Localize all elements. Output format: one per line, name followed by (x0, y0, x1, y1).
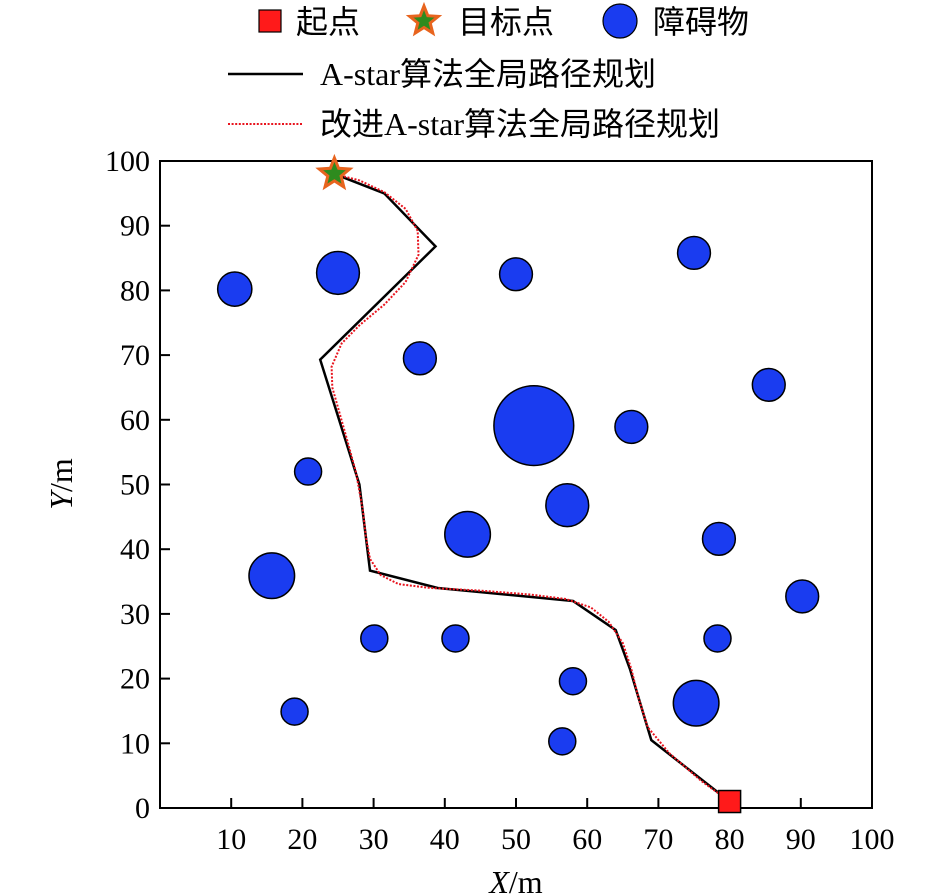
goal-marker (315, 153, 354, 191)
obstacle-circle (248, 552, 296, 600)
legend-obstacle-label: 障碍物 (653, 4, 749, 40)
x-tick-label: 80 (715, 823, 745, 856)
obstacle-circle (785, 579, 820, 614)
obstacle-circle (545, 483, 590, 528)
y-axis: 0 10 20 30 40 50 60 70 80 90 100 (105, 145, 170, 825)
y-tick-label: 0 (135, 792, 150, 825)
y-axis-title: Y/m (43, 458, 79, 510)
obstacle-circle (558, 666, 588, 696)
x-tick-label: 30 (359, 823, 389, 856)
paths-layer (318, 172, 731, 803)
obstacles-layer (216, 235, 820, 756)
y-tick-label: 20 (120, 663, 150, 696)
legend-goal-marker (405, 1, 443, 37)
y-tick-label: 30 (120, 598, 150, 631)
obstacle-circle (216, 271, 253, 307)
obstacle-circle (548, 727, 577, 756)
x-tick-label: 10 (216, 823, 246, 856)
y-tick-label: 90 (120, 210, 150, 243)
x-tick-label: 40 (430, 823, 460, 856)
obstacle-circle (614, 409, 649, 445)
x-tick-label: 90 (786, 823, 816, 856)
obstacle-circle (672, 679, 720, 727)
x-tick-label: 20 (287, 823, 317, 856)
y-tick-label: 60 (120, 404, 150, 437)
x-tick-label: 50 (501, 823, 531, 856)
start-marker (717, 789, 742, 814)
y-tick-label: 10 (120, 727, 150, 760)
obstacle-circle (315, 250, 361, 296)
y-tick-label: 50 (120, 469, 150, 502)
y-tick-label: 40 (120, 533, 150, 566)
x-tick-label: 60 (572, 823, 602, 856)
x-axis: 10 20 30 40 50 60 70 80 90 100 (216, 798, 895, 856)
legend-astar-label: A-star算法全局路径规划 (320, 56, 656, 92)
obstacle-circle (360, 624, 389, 653)
x-tick-label: 100 (850, 823, 895, 856)
y-tick-label: 80 (120, 274, 150, 307)
x-axis-title: X/m (487, 864, 542, 895)
x-tick-label: 70 (643, 823, 673, 856)
obstacle-circle (751, 367, 786, 403)
obstacle-circle (441, 624, 470, 653)
legend-improved-label: 改进A-star算法全局路径规划 (320, 106, 720, 142)
obstacle-circle (444, 510, 492, 558)
obstacle-circle (280, 697, 309, 726)
obstacle-circle (701, 521, 737, 556)
legend-obstacle-marker (602, 3, 638, 39)
obstacle-circle (493, 384, 575, 467)
obstacle-circle (703, 624, 732, 653)
obstacle-circle (676, 235, 712, 271)
legend-start-label: 起点 (296, 4, 360, 40)
obstacle-circle (402, 341, 438, 376)
obstacle-circle (293, 457, 323, 486)
y-tick-label: 70 (120, 339, 150, 372)
legend-start-marker (258, 9, 282, 33)
legend: 起点 目标点 障碍物 A-star算法全局路径规划 改进A-star算法全局路径… (228, 1, 749, 142)
markers-layer (315, 153, 742, 814)
obstacle-circle (498, 257, 534, 292)
legend-goal-label: 目标点 (458, 4, 554, 40)
y-tick-label: 100 (105, 145, 150, 178)
